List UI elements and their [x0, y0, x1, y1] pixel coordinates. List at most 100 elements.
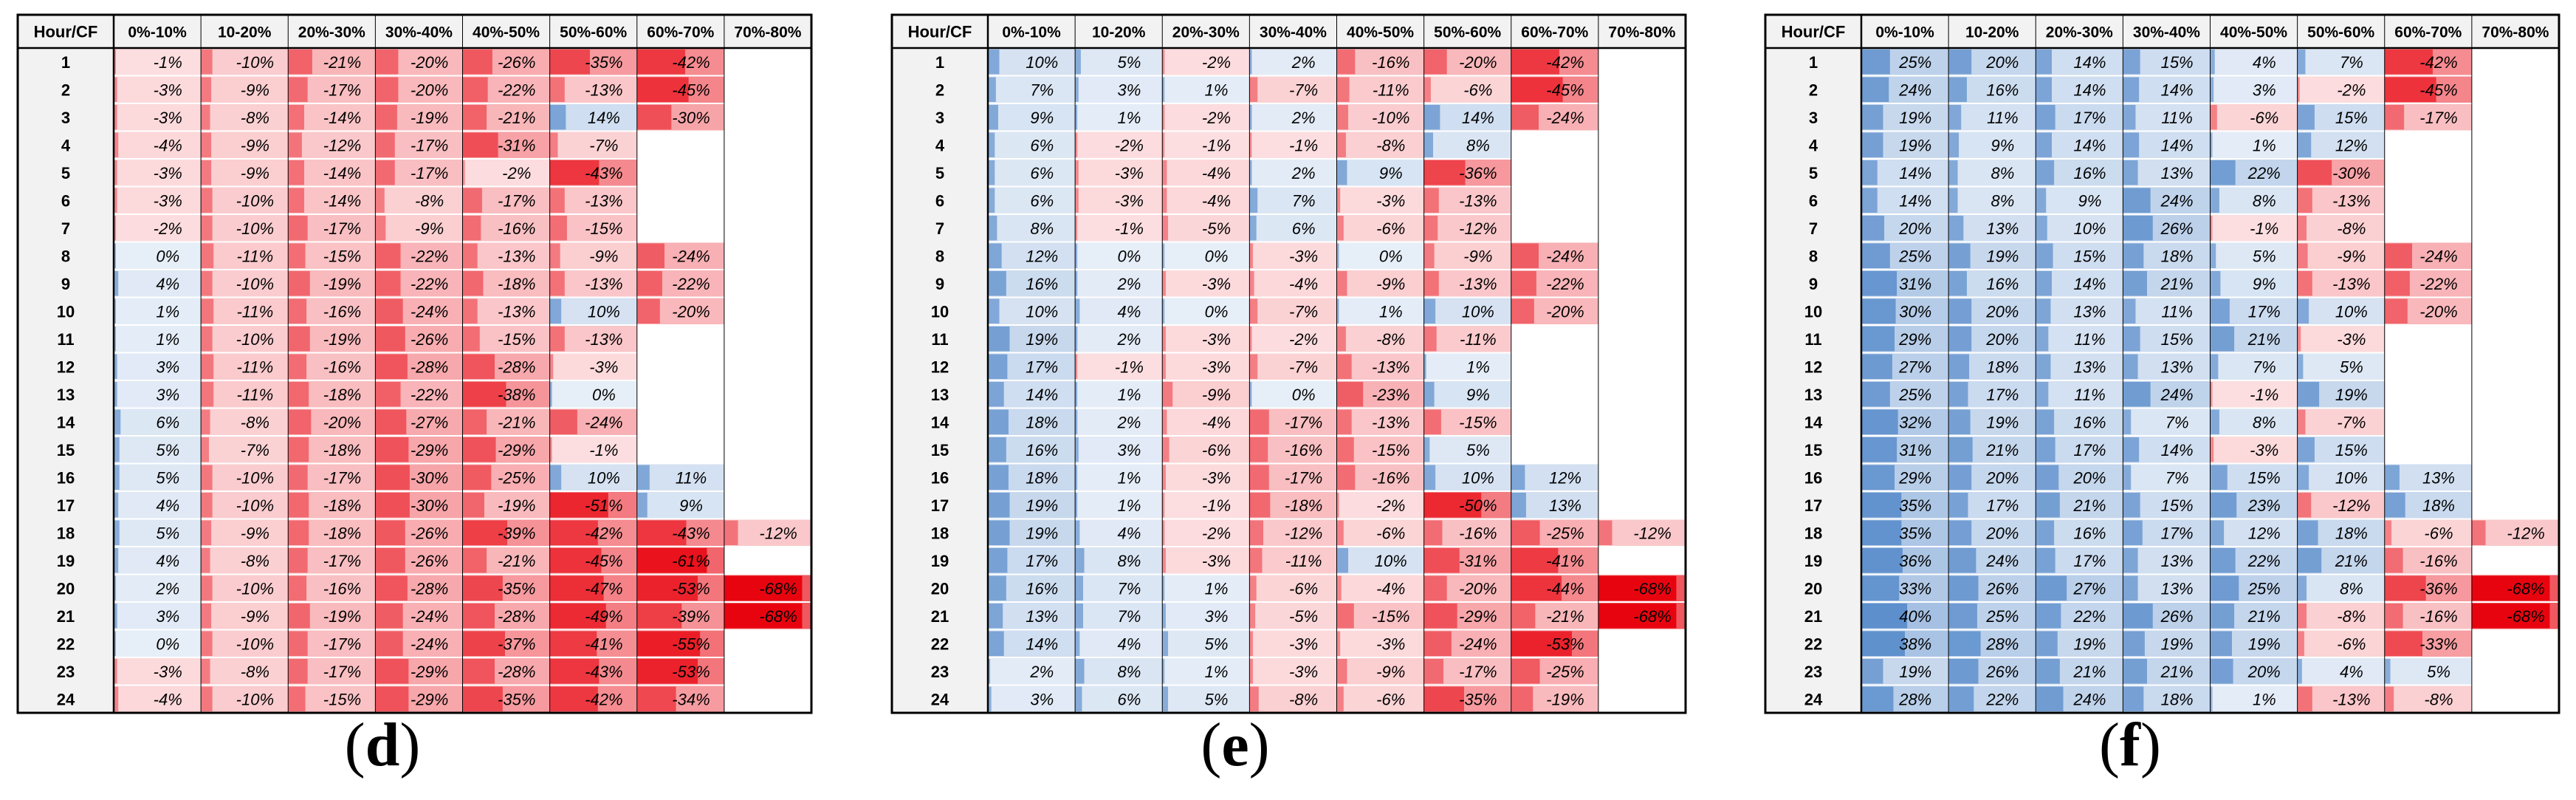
data-bar: [1162, 105, 1165, 130]
data-bar: [462, 686, 503, 711]
data-bar: [2123, 409, 2132, 434]
cell-label: 21%: [2160, 663, 2194, 681]
data-bar: [1861, 327, 1895, 352]
cell-label: 13%: [2161, 552, 2194, 570]
data-bar: [1336, 243, 1339, 268]
heat-cell: [2210, 187, 2298, 213]
cell-label: -14%: [323, 164, 361, 182]
row-header: 7: [61, 219, 70, 238]
data-bar: [2036, 631, 2058, 656]
heat-cell: [114, 187, 202, 213]
data-bar: [1861, 132, 1883, 157]
row-header: 11: [1804, 330, 1821, 349]
cell-label: -3%: [1115, 191, 1144, 210]
heat-cell: [114, 298, 202, 324]
cell-label: -42%: [585, 690, 622, 708]
cell-label: 26%: [1985, 579, 2019, 598]
cell-label: 18%: [1026, 413, 1058, 431]
cell-label: 30%: [1899, 302, 1931, 321]
heat-cell: [2384, 519, 2472, 546]
data-bar: [114, 216, 117, 241]
cell-label: -2%: [154, 219, 182, 238]
cell-label: -5%: [1289, 607, 1318, 626]
row-header: 24: [57, 690, 75, 708]
heat-cell: [2210, 242, 2298, 269]
data-bar: [2210, 493, 2237, 518]
cell-label: -20%: [323, 413, 361, 431]
data-bar: [1598, 520, 1612, 545]
row-header: 6: [1809, 191, 1818, 210]
heat-cell: [2210, 381, 2298, 408]
cell-label: 26%: [2160, 219, 2194, 238]
cell-label: -15%: [498, 330, 535, 349]
data-bar: [988, 465, 1009, 490]
heat-cell: [1511, 464, 1598, 490]
data-bar: [1336, 465, 1356, 490]
cell-label: 10%: [588, 468, 620, 487]
column-header: 20%-30%: [1172, 24, 1240, 41]
data-bar: [201, 77, 212, 102]
panel-caption-e: (e): [1124, 709, 1346, 781]
data-bar: [2297, 188, 2312, 213]
cell-label: -3%: [589, 358, 618, 376]
data-bar: [462, 132, 498, 157]
column-header: 40%-50%: [2220, 24, 2287, 41]
data-bar: [549, 105, 566, 130]
cell-label: -45%: [1546, 81, 1584, 99]
cell-label: 4%: [1117, 524, 1141, 542]
cell-label: -6%: [1376, 524, 1405, 542]
data-bar: [2210, 575, 2239, 601]
cell-label: -2%: [1202, 524, 1231, 542]
heat-cell: [2036, 381, 2123, 408]
heat-cell: [1075, 575, 1163, 601]
cell-label: -3%: [1202, 275, 1231, 293]
data-bar: [2036, 49, 2052, 75]
data-bar: [462, 465, 492, 490]
heat-cell: [1249, 353, 1337, 380]
data-bar: [201, 437, 209, 462]
cell-label: 13%: [2161, 164, 2194, 182]
data-bar: [2471, 520, 2486, 545]
cell-label: 14%: [1026, 386, 1058, 404]
cell-label: 2%: [1116, 275, 1141, 293]
heat-cell: [2471, 519, 2559, 546]
row-header: 4: [935, 136, 945, 154]
cell-label: 10%: [2335, 468, 2368, 487]
cell-label: -12%: [2507, 524, 2544, 542]
data-bar: [1511, 659, 1540, 684]
cell-label: 18%: [2422, 496, 2455, 515]
data-bar: [114, 132, 119, 157]
data-bar: [2210, 465, 2228, 490]
data-bar: [2036, 160, 2055, 185]
heat-cell: [2036, 187, 2123, 213]
cell-label: -3%: [154, 81, 182, 99]
cell-label: 14%: [2073, 81, 2106, 99]
data-bar: [2210, 298, 2230, 324]
cell-label: -10%: [236, 53, 274, 72]
cell-label: -12%: [1459, 219, 1497, 238]
data-bar: [288, 216, 308, 241]
cell-label: -3%: [1202, 330, 1231, 349]
cell-label: 11%: [2161, 302, 2192, 321]
row-header: 21: [931, 607, 949, 626]
data-bar: [2210, 520, 2225, 545]
cell-label: -43%: [585, 663, 622, 681]
cell-label: -10%: [236, 191, 274, 210]
heat-cell: [988, 131, 1076, 158]
data-bar: [114, 575, 117, 601]
data-bar: [724, 604, 803, 629]
heat-cell: [2297, 603, 2385, 629]
cell-label: 22%: [1985, 690, 2019, 708]
cell-label: 6%: [156, 413, 179, 431]
cell-label: 1%: [1117, 386, 1141, 404]
heat-cell: [988, 242, 1076, 269]
cell-label: 22%: [2247, 164, 2281, 182]
cell-label: -11%: [1285, 552, 1322, 570]
cell-label: -16%: [2419, 552, 2457, 570]
heat-cell: [114, 160, 202, 186]
cell-label: 2%: [1291, 53, 1316, 72]
caption-letter: e: [1221, 711, 1249, 779]
cell-label: 0%: [592, 386, 616, 404]
caption-letter: d: [365, 711, 400, 779]
cell-label: 11%: [1987, 109, 2018, 127]
